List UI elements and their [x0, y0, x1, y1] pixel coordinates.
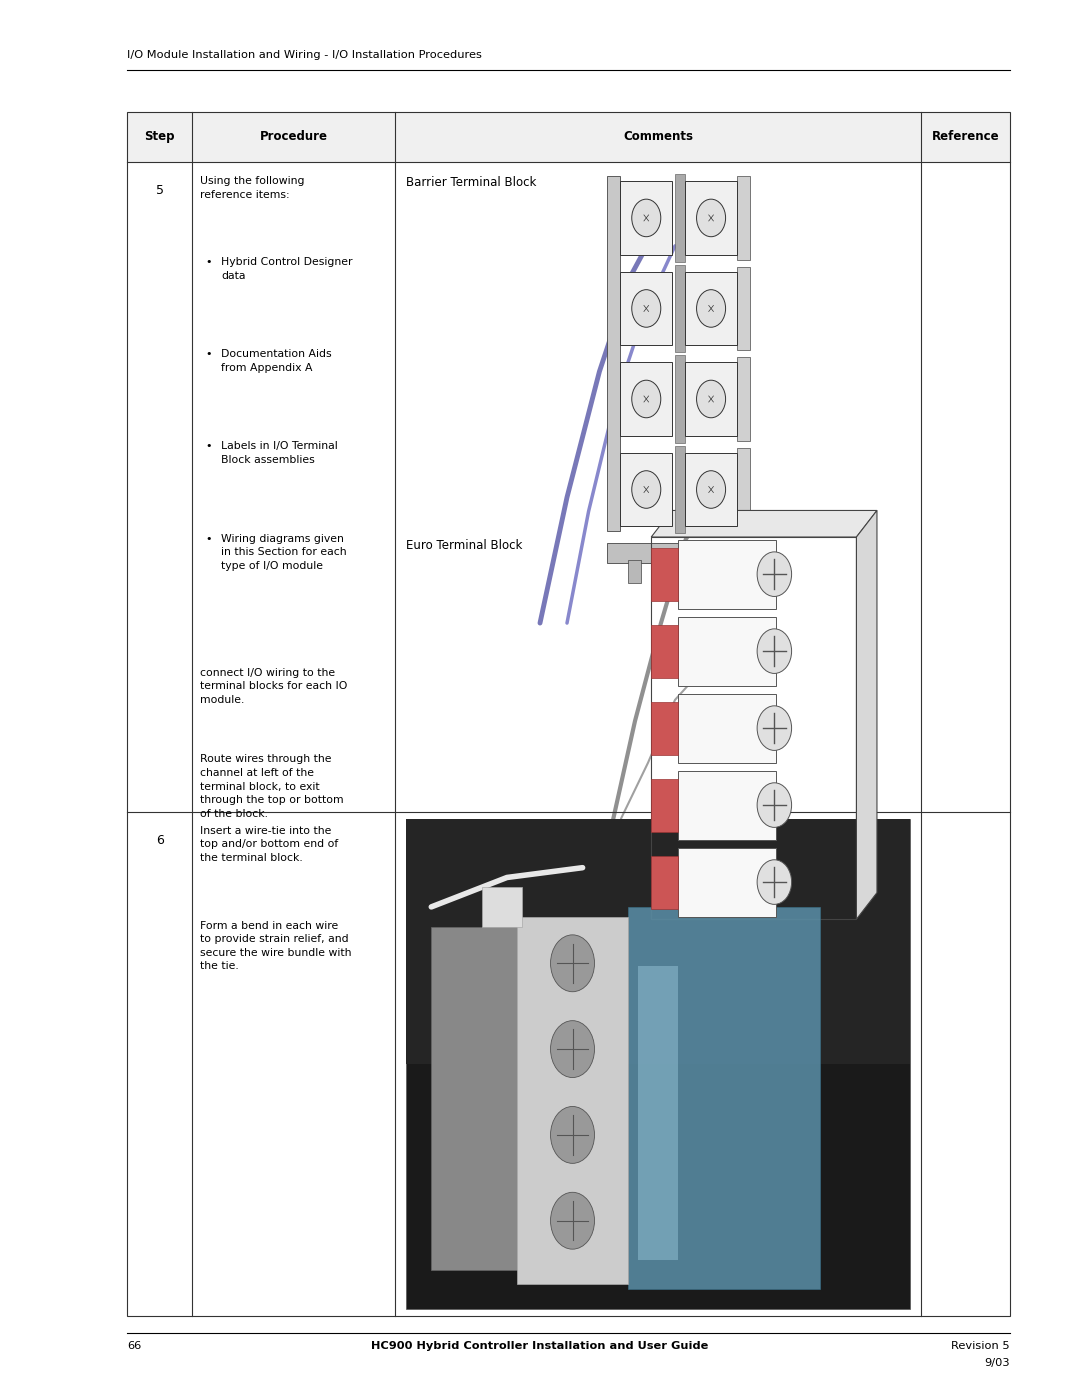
- Bar: [678, 848, 777, 916]
- Bar: [620, 453, 672, 527]
- Bar: [651, 536, 856, 919]
- Bar: [685, 182, 737, 254]
- Bar: [678, 616, 777, 686]
- Bar: [629, 560, 642, 584]
- Bar: [620, 271, 672, 345]
- Bar: [127, 112, 1010, 1316]
- Bar: [678, 539, 777, 609]
- Bar: [678, 771, 777, 840]
- Text: Barrier Terminal Block: Barrier Terminal Block: [406, 176, 537, 189]
- Bar: [651, 778, 678, 831]
- Bar: [620, 182, 672, 254]
- Circle shape: [632, 471, 661, 509]
- Circle shape: [697, 380, 726, 418]
- Bar: [737, 267, 750, 351]
- Bar: [675, 175, 685, 261]
- Bar: [651, 548, 678, 601]
- Bar: [406, 819, 910, 1065]
- Text: Step: Step: [145, 130, 175, 144]
- Circle shape: [757, 859, 792, 904]
- Circle shape: [697, 200, 726, 236]
- Text: 5: 5: [156, 184, 164, 197]
- Bar: [607, 176, 620, 531]
- Circle shape: [757, 705, 792, 750]
- Circle shape: [551, 1106, 594, 1164]
- Bar: [482, 887, 522, 926]
- Polygon shape: [651, 510, 877, 536]
- Bar: [737, 448, 750, 531]
- Bar: [627, 907, 820, 1289]
- Bar: [659, 560, 672, 584]
- Bar: [737, 176, 750, 260]
- Text: connect I/O wiring to the
terminal blocks for each IO
module.: connect I/O wiring to the terminal block…: [200, 668, 347, 705]
- Text: Hybrid Control Designer
data: Hybrid Control Designer data: [221, 257, 353, 281]
- Text: Wiring diagrams given
in this Section for each
type of I/O module: Wiring diagrams given in this Section fo…: [221, 534, 347, 571]
- Text: Form a bend in each wire
to provide strain relief, and
secure the wire bundle wi: Form a bend in each wire to provide stra…: [200, 921, 351, 971]
- Text: Euro Terminal Block: Euro Terminal Block: [406, 539, 523, 552]
- Text: •: •: [205, 441, 212, 451]
- Circle shape: [757, 552, 792, 597]
- Bar: [620, 362, 672, 436]
- Circle shape: [551, 1021, 594, 1077]
- Bar: [651, 624, 678, 678]
- Circle shape: [757, 782, 792, 827]
- Text: Using the following
reference items:: Using the following reference items:: [200, 176, 305, 200]
- Bar: [431, 926, 532, 1270]
- Text: I/O Module Installation and Wiring - I/O Installation Procedures: I/O Module Installation and Wiring - I/O…: [127, 50, 483, 60]
- Circle shape: [632, 200, 661, 236]
- Circle shape: [632, 380, 661, 418]
- Bar: [127, 112, 1010, 162]
- Text: •: •: [205, 534, 212, 543]
- Text: Labels in I/O Terminal
Block assemblies: Labels in I/O Terminal Block assemblies: [221, 441, 338, 465]
- Bar: [675, 446, 685, 534]
- Bar: [678, 693, 777, 763]
- Text: •: •: [205, 257, 212, 267]
- Bar: [737, 358, 750, 440]
- Circle shape: [551, 935, 594, 992]
- Text: Procedure: Procedure: [260, 130, 327, 144]
- Text: 66: 66: [127, 1341, 141, 1351]
- Text: Comments: Comments: [623, 130, 693, 144]
- Circle shape: [697, 289, 726, 327]
- Bar: [651, 701, 678, 754]
- Text: 6: 6: [156, 834, 164, 847]
- Bar: [675, 265, 685, 352]
- Text: Route wires through the
channel at left of the
terminal block, to exit
through t: Route wires through the channel at left …: [200, 754, 343, 819]
- Text: •: •: [205, 349, 212, 359]
- Bar: [685, 362, 737, 436]
- Text: Documentation Aids
from Appendix A: Documentation Aids from Appendix A: [221, 349, 332, 373]
- Text: Revision 5: Revision 5: [951, 1341, 1010, 1351]
- Circle shape: [697, 471, 726, 509]
- Bar: [517, 916, 627, 1284]
- Bar: [685, 453, 737, 527]
- Text: Reference: Reference: [932, 130, 999, 144]
- Bar: [651, 855, 678, 908]
- Bar: [690, 560, 703, 584]
- Bar: [607, 543, 747, 563]
- Text: 9/03: 9/03: [984, 1358, 1010, 1368]
- Bar: [685, 271, 737, 345]
- Circle shape: [551, 1192, 594, 1249]
- Text: Insert a wire-tie into the
top and/or bottom end of
the terminal block.: Insert a wire-tie into the top and/or bo…: [200, 826, 338, 863]
- Circle shape: [757, 629, 792, 673]
- Circle shape: [632, 289, 661, 327]
- Bar: [406, 819, 910, 1309]
- Bar: [638, 965, 678, 1260]
- Text: HC900 Hybrid Controller Installation and User Guide: HC900 Hybrid Controller Installation and…: [372, 1341, 708, 1351]
- Bar: [675, 355, 685, 443]
- Polygon shape: [856, 510, 877, 919]
